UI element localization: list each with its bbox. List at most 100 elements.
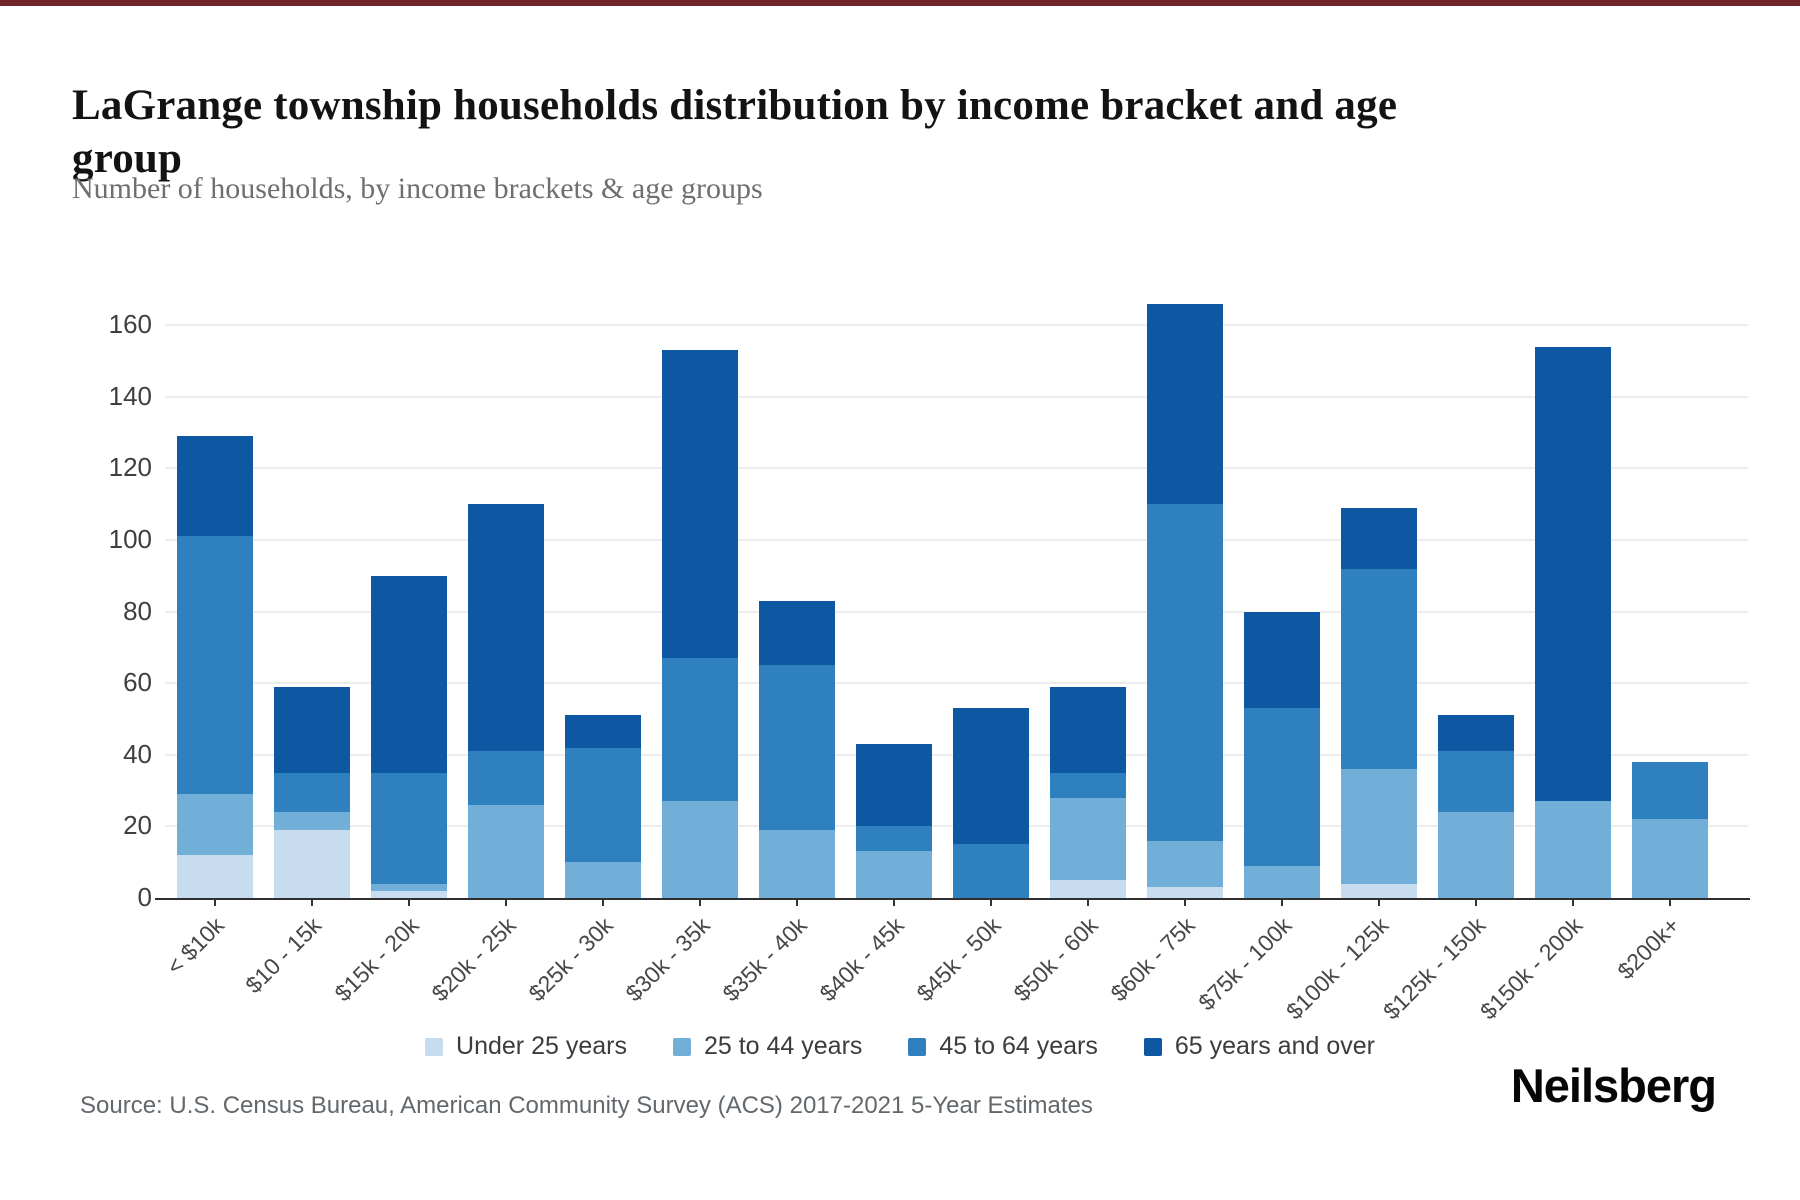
- bar-segment[interactable]: [856, 851, 932, 898]
- x-axis-label-text: $50k - 60k: [1008, 912, 1103, 1007]
- bar-segment[interactable]: [371, 890, 447, 898]
- x-axis-label-text: $20k - 25k: [426, 912, 521, 1007]
- x-axis-label-text: $200k+: [1612, 912, 1685, 985]
- bar-segment[interactable]: [759, 665, 835, 830]
- bar-segment[interactable]: [1341, 769, 1417, 884]
- bar-segment[interactable]: [274, 686, 350, 773]
- bar-segment[interactable]: [1632, 819, 1708, 898]
- bar-segment[interactable]: [1147, 840, 1223, 888]
- bar-segment[interactable]: [1244, 708, 1320, 866]
- gridline: [165, 324, 1748, 327]
- x-axis-tick: [699, 898, 701, 906]
- x-axis-tick: [1087, 898, 1089, 906]
- y-axis-tick-label: 0: [137, 882, 152, 912]
- bar-segment[interactable]: [1535, 801, 1611, 898]
- y-axis-tick-label: 120: [108, 452, 152, 483]
- bar-segment[interactable]: [1147, 303, 1223, 505]
- source-note: Source: U.S. Census Bureau, American Com…: [80, 1092, 1093, 1119]
- y-axis-tick-label: 80: [123, 595, 152, 626]
- bar-segment[interactable]: [953, 708, 1029, 845]
- x-axis-label-text: $125k - 150k: [1377, 912, 1491, 1025]
- bar-segment[interactable]: [371, 575, 447, 773]
- legend-item[interactable]: 25 to 44 years: [672, 1032, 863, 1061]
- x-axis-tick: [214, 898, 216, 906]
- legend-swatch: [1143, 1037, 1162, 1056]
- bar-segment[interactable]: [565, 715, 641, 748]
- brand-logo: Neilsberg: [1510, 1059, 1717, 1112]
- x-axis-tick: [1184, 898, 1186, 906]
- x-axis-tick: [1669, 898, 1671, 906]
- bar-segment[interactable]: [1050, 797, 1126, 881]
- legend-item[interactable]: 45 to 64 years: [908, 1032, 1098, 1061]
- bar-segment[interactable]: [1147, 887, 1223, 898]
- bar-segment[interactable]: [177, 794, 253, 856]
- bar-segment[interactable]: [1438, 812, 1514, 898]
- bar-segment[interactable]: [1535, 346, 1611, 802]
- x-axis-label-text: $35k - 40k: [717, 912, 812, 1007]
- bar-segment[interactable]: [1438, 715, 1514, 752]
- x-axis-label-text: $150k - 200k: [1474, 912, 1588, 1025]
- bar-segment[interactable]: [662, 350, 738, 659]
- bar-segment[interactable]: [759, 829, 835, 898]
- bar-segment[interactable]: [1341, 883, 1417, 898]
- legend-label: 25 to 44 years: [703, 1032, 863, 1060]
- bar-segment[interactable]: [371, 883, 447, 891]
- y-axis-tick-label: 20: [123, 810, 152, 841]
- legend-label: 65 years and over: [1174, 1032, 1375, 1060]
- bar-segment[interactable]: [953, 844, 1029, 898]
- legend-label: Under 25 years: [456, 1032, 627, 1060]
- bar-segment[interactable]: [1244, 611, 1320, 709]
- bar-segment[interactable]: [468, 804, 544, 898]
- bar-segment[interactable]: [565, 862, 641, 898]
- gridline: [165, 467, 1748, 470]
- bar-segment[interactable]: [1341, 507, 1417, 569]
- y-axis-tick-label: 40: [123, 738, 152, 769]
- bar-segment[interactable]: [274, 772, 350, 813]
- gridline: [165, 682, 1748, 685]
- bar-segment[interactable]: [1050, 772, 1126, 798]
- x-axis-tick: [990, 898, 992, 906]
- legend-swatch: [908, 1037, 927, 1056]
- x-axis-tick: [1281, 898, 1283, 906]
- bar-segment[interactable]: [565, 747, 641, 863]
- page-title: LaGrange township households distributio…: [72, 81, 1398, 183]
- y-axis-tick-label: 60: [123, 667, 152, 698]
- bar-segment[interactable]: [1147, 504, 1223, 841]
- bar-segment[interactable]: [177, 536, 253, 795]
- gridline: [165, 539, 1748, 541]
- x-axis-label-text: $100k - 125k: [1280, 912, 1394, 1025]
- bar-segment[interactable]: [1341, 568, 1417, 770]
- x-axis-tick: [602, 898, 604, 906]
- bar-segment[interactable]: [468, 751, 544, 805]
- bar-segment[interactable]: [371, 772, 447, 884]
- bar-segment[interactable]: [1438, 751, 1514, 813]
- x-axis-label-text: $10 - 15k: [240, 912, 327, 999]
- bar-segment[interactable]: [177, 436, 253, 537]
- x-axis-label-text: $60k - 75k: [1105, 912, 1200, 1007]
- bar-segment[interactable]: [759, 600, 835, 666]
- bar-segment[interactable]: [662, 801, 738, 898]
- x-axis-line: [155, 898, 1750, 900]
- legend-swatch: [425, 1037, 444, 1056]
- bar-segment[interactable]: [468, 504, 544, 752]
- x-axis-label-text: $75k - 100k: [1193, 912, 1297, 1016]
- x-axis-tick: [1475, 898, 1477, 906]
- bar-segment[interactable]: [274, 829, 350, 898]
- bar-segment[interactable]: [856, 826, 932, 852]
- bar-segment[interactable]: [274, 812, 350, 830]
- bar-segment[interactable]: [1244, 865, 1320, 898]
- bar-segment[interactable]: [1632, 761, 1708, 820]
- legend-item[interactable]: Under 25 years: [425, 1032, 627, 1061]
- x-axis-label-text: < $10k: [161, 912, 230, 980]
- bar-segment[interactable]: [177, 855, 253, 898]
- bar-segment[interactable]: [1050, 686, 1126, 773]
- legend-label: 45 to 64 years: [939, 1032, 1098, 1060]
- x-axis-tick: [311, 898, 313, 906]
- x-axis-label-text: $25k - 30k: [523, 912, 618, 1007]
- bar-segment[interactable]: [662, 658, 738, 802]
- bar-segment[interactable]: [1050, 880, 1126, 898]
- x-axis-label-text: $45k - 50k: [911, 912, 1006, 1007]
- x-axis-label-text: $40k - 45k: [814, 912, 909, 1007]
- bar-segment[interactable]: [856, 744, 932, 827]
- legend-item[interactable]: 65 years and over: [1143, 1032, 1375, 1061]
